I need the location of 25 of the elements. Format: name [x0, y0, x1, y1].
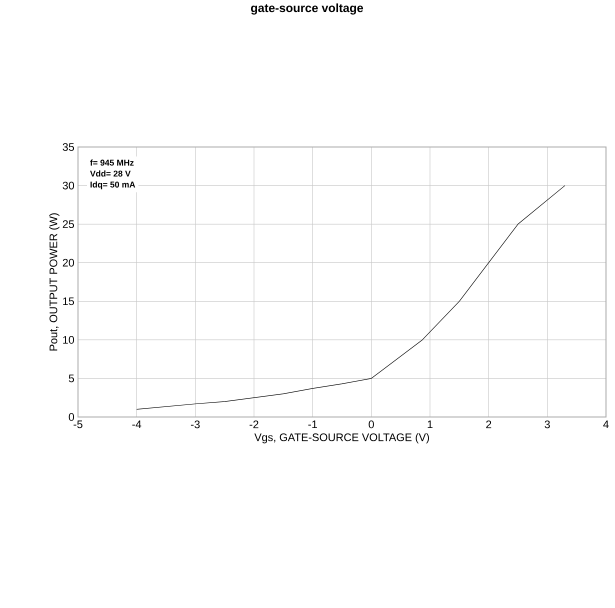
annotation: Idq= 50 mA: [90, 181, 136, 190]
x-tick-label: -2: [250, 420, 258, 428]
y-tick-label: 10: [63, 336, 74, 344]
x-tick-label: -3: [190, 420, 200, 428]
x-tick-label: -5: [74, 420, 82, 428]
x-tick-label: 3: [544, 420, 550, 428]
x-tick-label: 2: [486, 420, 492, 428]
annotation: f= 945 MHz: [90, 159, 134, 166]
y-axis-title: Pout, OUTPUT POWER (W): [49, 213, 60, 350]
x-tick-label: 1: [428, 420, 433, 428]
y-tick-label: 35: [62, 143, 74, 151]
x-axis-title: Vgs, GATE-SOURCE VOLTAGE (V): [254, 433, 429, 444]
line-series: [136, 185, 566, 410]
y-tick-label: 5: [68, 374, 74, 382]
y-tick-label: 0: [68, 413, 74, 421]
x-tick-label: 0: [368, 420, 374, 428]
x-tick-label: -4: [132, 420, 142, 428]
y-tick-label: 25: [62, 220, 74, 228]
x-tick-label: 4: [603, 420, 609, 428]
x-tick-label: -1: [308, 420, 318, 428]
annotation: Vdd= 28 V: [90, 170, 131, 177]
chart-title: gate-source voltage: [251, 3, 364, 15]
y-tick-label: 30: [62, 182, 74, 190]
y-tick-label: 20: [62, 258, 74, 267]
y-tick-label: 15: [63, 297, 74, 306]
